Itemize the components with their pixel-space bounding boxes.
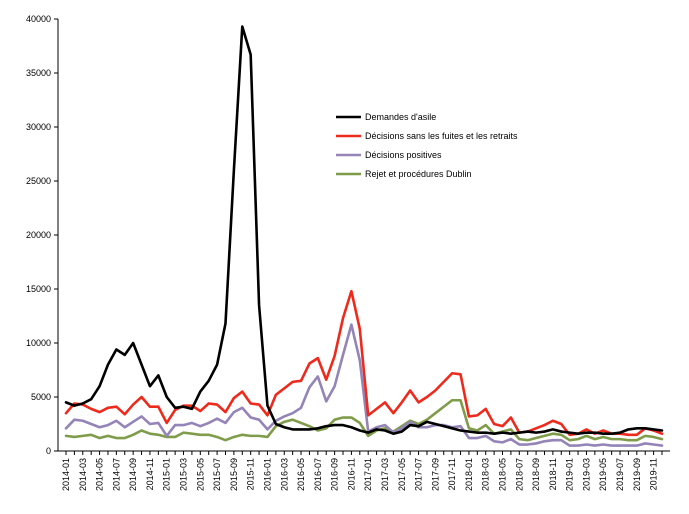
x-tick-label: 2018-01 — [464, 458, 474, 491]
y-tick-label: 25000 — [26, 176, 51, 186]
legend-label: Décisions sans les fuites et les retrait… — [365, 131, 518, 141]
x-tick-label: 2017-03 — [380, 458, 390, 491]
x-tick-label: 2019-09 — [632, 458, 642, 491]
y-tick-label: 10000 — [26, 338, 51, 348]
series-line-1 — [64, 289, 664, 437]
x-tick-label: 2014-03 — [78, 458, 88, 491]
x-tick-label: 2014-11 — [145, 458, 155, 490]
y-tick-label: 35000 — [26, 68, 51, 78]
x-tick-label: 2014-07 — [111, 458, 121, 491]
series-line-2 — [64, 323, 664, 447]
x-tick-label: 2015-01 — [162, 458, 172, 491]
y-tick-label: 0 — [46, 446, 51, 456]
x-tick-label: 2019-05 — [598, 458, 608, 491]
x-tick-label: 2017-05 — [397, 458, 407, 491]
x-tick-label: 2018-03 — [481, 458, 491, 491]
x-tick-label: 2018-09 — [531, 458, 541, 491]
legend: Demandes d'asile Décisions sans les fuite… — [336, 112, 518, 179]
x-tick-label: 2017-09 — [430, 458, 440, 491]
x-tick-label: 2016-03 — [279, 458, 289, 491]
y-tick-label: 5000 — [31, 392, 51, 402]
x-tick-label: 2017-01 — [363, 458, 373, 491]
legend-label: Rejet et procédures Dublin — [365, 169, 472, 179]
x-tick-label: 2015-11 — [246, 458, 256, 490]
x-tick-label: 2016-07 — [313, 458, 323, 491]
x-tick-label: 2019-07 — [615, 458, 625, 491]
y-tick-label: 20000 — [26, 230, 51, 240]
x-tick-label: 2019-01 — [565, 458, 575, 491]
y-tick-label: 15000 — [26, 284, 51, 294]
x-tick-label: 2016-09 — [330, 458, 340, 491]
legend-label: Demandes d'asile — [365, 112, 436, 122]
x-tick-label: 2016-01 — [262, 458, 272, 491]
x-axis: 2014-01 2014-03 2014-05 2014-07 2014-09 2014-… — [58, 450, 670, 491]
x-tick-label: 2017-11 — [447, 458, 457, 490]
y-axis: 0 5000 10000 15000 20000 25000 30000 35000 40000 — [26, 14, 59, 456]
x-tick-label: 2015-05 — [195, 458, 205, 491]
x-tick-label: 2015-07 — [212, 458, 222, 491]
x-tick-label: 2017-07 — [414, 458, 424, 491]
x-tick-label: 2018-05 — [498, 458, 508, 491]
x-tick-label: 2015-09 — [229, 458, 239, 491]
x-tick-label: 2014-09 — [128, 458, 138, 491]
x-tick-label: 2014-01 — [61, 458, 71, 491]
x-tick-label: 2018-07 — [514, 458, 524, 491]
x-tick-label: 2014-05 — [95, 458, 105, 491]
x-tick-label: 2019-03 — [581, 458, 591, 491]
y-tick-label: 30000 — [26, 122, 51, 132]
y-tick-label: 40000 — [26, 14, 51, 24]
series-line-0 — [64, 25, 664, 436]
x-tick-label: 2016-11 — [346, 458, 356, 490]
series-lines — [64, 25, 664, 447]
x-tick-label: 2019-11 — [649, 458, 659, 490]
series-line-3 — [64, 398, 664, 442]
x-tick-label: 2016-05 — [296, 458, 306, 491]
legend-label: Décisions positives — [365, 150, 442, 160]
x-tick-label: 2015-03 — [179, 458, 189, 491]
x-tick-label: 2018-11 — [548, 458, 558, 490]
